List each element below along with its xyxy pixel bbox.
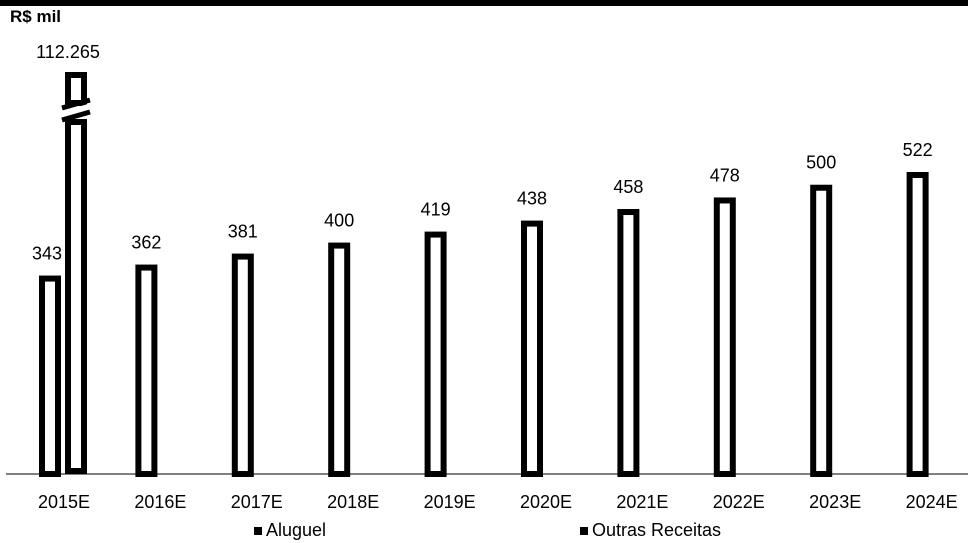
bar-aluguel-2021E	[617, 209, 640, 477]
tick-label-2022E: 2022E	[713, 492, 765, 512]
bar-aluguel-2024E	[906, 172, 929, 477]
tick-label-2023E: 2023E	[809, 492, 861, 512]
legend-item-outras-receitas: Outras Receitas	[580, 520, 721, 541]
bar-aluguel-2017E	[231, 253, 254, 477]
bar-aluguel-2018E	[328, 242, 351, 477]
legend-swatch-outras-receitas	[580, 526, 588, 535]
value-label-aluguel-2016E: 362	[131, 233, 161, 253]
value-label-aluguel-2019E: 419	[421, 200, 451, 220]
bar-aluguel-2019E	[424, 231, 447, 477]
value-label-aluguel-2017E: 381	[228, 222, 258, 242]
bar-aluguel-2023E	[810, 184, 833, 477]
axis-break-mark-2015E	[61, 97, 91, 123]
axis-break-gap-2015E	[61, 103, 91, 117]
bar-aluguel-2016E	[135, 264, 158, 477]
value-label-aluguel-2023E: 500	[806, 153, 836, 173]
tick-label-2019E: 2019E	[424, 492, 476, 512]
unit-label: R$ mil	[10, 7, 62, 26]
legend-label-aluguel: Aluguel	[266, 520, 327, 540]
bar-aluguel-2015E	[39, 275, 61, 477]
legend-item-aluguel: Aluguel	[254, 520, 326, 541]
bar-outras-receitas-upper-2015E	[65, 72, 87, 106]
value-label-aluguel-2018E: 400	[324, 211, 354, 231]
value-label-aluguel-2020E: 438	[517, 189, 547, 209]
value-label-aluguel-2021E: 458	[613, 177, 643, 197]
value-label-aluguel-2024E: 522	[903, 140, 933, 160]
value-label-outras-receitas-2015E: 112.265	[36, 42, 100, 62]
value-label-aluguel-2022E: 478	[710, 165, 740, 185]
tick-label-2016E: 2016E	[134, 492, 186, 512]
top-border-bar	[0, 0, 968, 6]
tick-label-2018E: 2018E	[327, 492, 379, 512]
legend-label-outras-receitas: Outras Receitas	[592, 520, 722, 540]
tick-label-2024E: 2024E	[906, 492, 958, 512]
tick-label-2017E: 2017E	[231, 492, 283, 512]
tick-label-2015E: 2015E	[38, 492, 90, 512]
bar-outras-receitas-lower-2015E	[65, 119, 87, 474]
bar-aluguel-2022E	[713, 197, 736, 477]
tick-label-2020E: 2020E	[520, 492, 572, 512]
tick-label-2021E: 2021E	[616, 492, 668, 512]
legend-swatch-aluguel	[254, 526, 262, 535]
value-label-aluguel-2015E: 343	[32, 244, 62, 264]
bar-aluguel-2020E	[521, 220, 543, 477]
